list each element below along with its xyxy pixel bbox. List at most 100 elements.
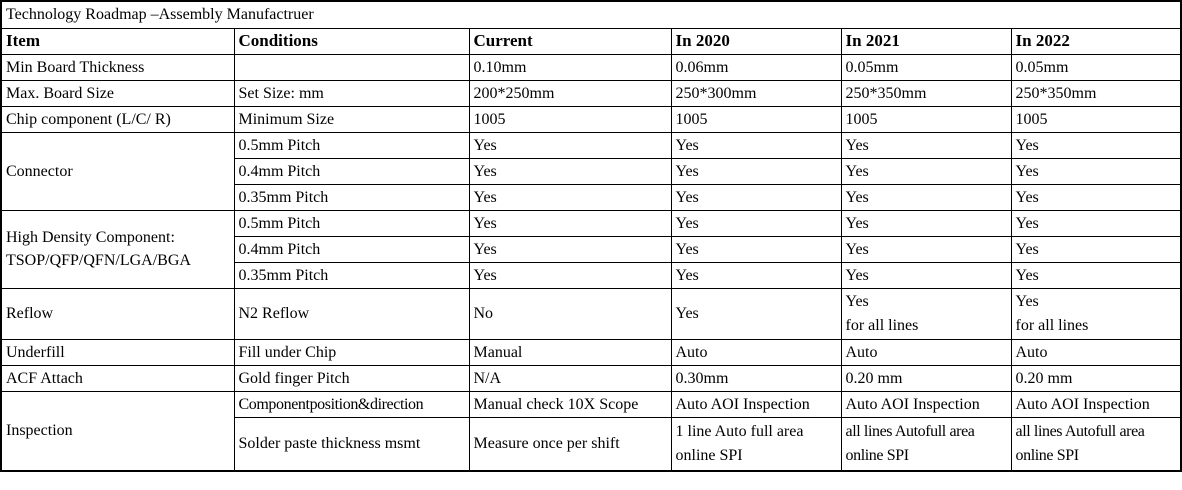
cell-item: Underfill bbox=[0, 338, 235, 366]
cell-current: 0.10mm bbox=[468, 53, 672, 81]
cell-current: Yes bbox=[468, 157, 672, 185]
cell-item: Chip component (L/C/ R) bbox=[0, 105, 235, 133]
cell-2022: Yes for all lines bbox=[1010, 287, 1182, 340]
cell-2020: 1005 bbox=[670, 105, 842, 133]
cell-item: ACF Attach bbox=[0, 364, 235, 392]
cell-conditions: 0.5mm Pitch bbox=[233, 131, 470, 159]
cell-conditions: 0.4mm Pitch bbox=[233, 235, 470, 263]
cell-2020: Yes bbox=[670, 261, 842, 289]
cell-2021: Yes bbox=[840, 209, 1012, 237]
cell-current: Yes bbox=[468, 261, 672, 289]
cell-2021: Auto bbox=[840, 338, 1012, 366]
cell-2022: 0.05mm bbox=[1010, 53, 1182, 81]
column-header-item: Item bbox=[0, 28, 235, 55]
cell-item-high-density-component: High Density Component: TSOP/QFP/QFN/LGA… bbox=[0, 209, 235, 289]
table-row: Chip component (L/C/ R) Minimum Size 100… bbox=[0, 105, 1182, 133]
cell-2022: all lines Autofull area online SPI bbox=[1010, 416, 1182, 472]
cell-current: 1005 bbox=[468, 105, 672, 133]
cell-2020: 1 line Auto full area online SPI bbox=[670, 416, 842, 472]
title-row: Technology Roadmap –Assembly Manufactrue… bbox=[0, 0, 1182, 29]
cell-2021: Yes bbox=[840, 261, 1012, 289]
column-header-2022: In 2022 bbox=[1010, 28, 1182, 55]
table-row: 0.4mm Pitch Yes Yes Yes Yes bbox=[1, 157, 1182, 185]
cell-current: N/A bbox=[468, 364, 672, 392]
cell-conditions: Solder paste thickness msmt bbox=[233, 416, 470, 472]
cell-current: Yes bbox=[468, 235, 672, 263]
cell-conditions: Set Size: mm bbox=[233, 79, 470, 107]
cell-2021: Yes bbox=[840, 157, 1012, 185]
cell-2020: Yes bbox=[670, 183, 842, 211]
cell-2021: Yes bbox=[840, 131, 1012, 159]
cell-2020: 0.30mm bbox=[670, 364, 842, 392]
cell-2021: 0.20 mm bbox=[840, 364, 1012, 392]
cell-2021: all lines Autofull area online SPI bbox=[840, 416, 1012, 472]
table-row: Max. Board Size Set Size: mm 200*250mm 2… bbox=[0, 79, 1182, 107]
cell-conditions: Componentposition&direction bbox=[233, 390, 470, 418]
table-row: ACF Attach Gold finger Pitch N/A 0.30mm … bbox=[0, 364, 1182, 392]
cell-2022: Yes bbox=[1010, 261, 1182, 289]
table-row: 0.35mm Pitch Yes Yes Yes Yes bbox=[1, 183, 1182, 211]
cell-2022: Auto bbox=[1010, 338, 1182, 366]
cell-2021: Auto AOI Inspection bbox=[840, 390, 1012, 418]
cell-2022: 250*350mm bbox=[1010, 79, 1182, 107]
table-row: Connector 0.5mm Pitch Yes Yes Yes Yes bbox=[0, 131, 1182, 211]
table-row: Solder paste thickness msmt Measure once… bbox=[1, 416, 1182, 472]
cell-2020: Yes bbox=[670, 209, 842, 237]
cell-2022: Yes bbox=[1010, 235, 1182, 263]
cell-2020: Yes bbox=[670, 235, 842, 263]
column-header-conditions: Conditions bbox=[233, 28, 470, 55]
cell-conditions: Minimum Size bbox=[233, 105, 470, 133]
table-title: Technology Roadmap –Assembly Manufactrue… bbox=[0, 0, 1182, 29]
cell-current: Yes bbox=[468, 131, 672, 159]
cell-current: No bbox=[468, 287, 672, 340]
table-row: 0.4mm Pitch Yes Yes Yes Yes bbox=[1, 235, 1182, 263]
table-row: High Density Component: TSOP/QFP/QFN/LGA… bbox=[0, 209, 1182, 289]
column-header-2021: In 2021 bbox=[840, 28, 1012, 55]
cell-2022: Auto AOI Inspection bbox=[1010, 390, 1182, 418]
cell-2021: 1005 bbox=[840, 105, 1012, 133]
cell-conditions bbox=[233, 53, 470, 81]
cell-conditions: 0.35mm Pitch bbox=[233, 261, 470, 289]
cell-current: Yes bbox=[468, 183, 672, 211]
cell-2020: 250*300mm bbox=[670, 79, 842, 107]
cell-2021: Yes bbox=[840, 235, 1012, 263]
table-row: Underfill Fill under Chip Manual Auto Au… bbox=[0, 338, 1182, 366]
cell-2021: Yes for all lines bbox=[840, 287, 1012, 340]
cell-2020: Auto AOI Inspection bbox=[670, 390, 842, 418]
cell-2020: Yes bbox=[670, 287, 842, 340]
cell-2022: 1005 bbox=[1010, 105, 1182, 133]
cell-conditions: Gold finger Pitch bbox=[233, 364, 470, 392]
cell-conditions: 0.4mm Pitch bbox=[233, 157, 470, 185]
cell-2020: Yes bbox=[670, 157, 842, 185]
table-row: Reflow N2 Reflow No Yes Yes for all line… bbox=[0, 287, 1182, 340]
cell-current: Manual bbox=[468, 338, 672, 366]
cell-2021: 250*350mm bbox=[840, 79, 1012, 107]
cell-2022: 0.20 mm bbox=[1010, 364, 1182, 392]
table-row: Min Board Thickness 0.10mm 0.06mm 0.05mm… bbox=[0, 53, 1182, 81]
cell-2020: 0.06mm bbox=[670, 53, 842, 81]
cell-item: Reflow bbox=[0, 287, 235, 340]
cell-2020: Yes bbox=[670, 131, 842, 159]
cell-current: Yes bbox=[468, 209, 672, 237]
cell-2021: Yes bbox=[840, 183, 1012, 211]
cell-2022: Yes bbox=[1010, 157, 1182, 185]
table-row: Inspection Componentposition&direction M… bbox=[0, 390, 1182, 472]
cell-2022: Yes bbox=[1010, 209, 1182, 237]
cell-current: Manual check 10X Scope bbox=[468, 390, 672, 418]
cell-2022: Yes bbox=[1010, 183, 1182, 211]
cell-item: Max. Board Size bbox=[0, 79, 235, 107]
header-row: Item Conditions Current In 2020 In 2021 … bbox=[0, 28, 1182, 55]
cell-2020: Auto bbox=[670, 338, 842, 366]
cell-current: 200*250mm bbox=[468, 79, 672, 107]
technology-roadmap-table: Technology Roadmap –Assembly Manufactrue… bbox=[0, 0, 1182, 472]
cell-conditions: N2 Reflow bbox=[233, 287, 470, 340]
table-row: 0.35mm Pitch Yes Yes Yes Yes bbox=[1, 261, 1182, 289]
cell-conditions: 0.35mm Pitch bbox=[233, 183, 470, 211]
cell-conditions: 0.5mm Pitch bbox=[233, 209, 470, 237]
column-header-2020: In 2020 bbox=[670, 28, 842, 55]
column-header-current: Current bbox=[468, 28, 672, 55]
cell-item-connector: Connector bbox=[0, 131, 235, 211]
cell-item-inspection: Inspection bbox=[0, 390, 235, 472]
cell-2021: 0.05mm bbox=[840, 53, 1012, 81]
